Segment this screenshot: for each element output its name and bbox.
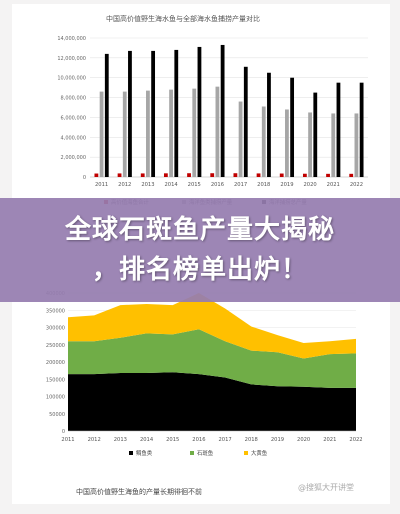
area-鲷鱼类 bbox=[68, 372, 356, 431]
headline-line-2: ，排名榜单出炉！ bbox=[91, 255, 308, 285]
bar-高价值海鱼合计-2015 bbox=[187, 173, 191, 177]
x-tick-label: 2016 bbox=[192, 437, 205, 443]
bar-高价值海鱼合计-2016 bbox=[210, 173, 215, 177]
bar-海洋鱼类捕捞产量-2011 bbox=[99, 91, 104, 177]
y-tick-label: 10,000,000 bbox=[57, 76, 86, 82]
bar-海洋捕捞总产量-2019 bbox=[290, 77, 295, 177]
bar-海洋鱼类捕捞产量-2013 bbox=[146, 90, 150, 177]
bar-海洋捕捞总产量-2014 bbox=[174, 49, 179, 177]
x-tick-label: 2011 bbox=[95, 182, 108, 188]
bar-海洋鱼类捕捞产量-2016 bbox=[215, 86, 220, 177]
x-tick-label: 2020 bbox=[297, 437, 310, 443]
bar-海洋捕捞总产量-2016 bbox=[220, 44, 225, 178]
bar-海洋鱼类捕捞产量-2014 bbox=[169, 89, 173, 177]
y-tick-label: 0 bbox=[83, 175, 86, 181]
bar-chart: 0 2,000,000 4,000,000 6,000,000 8,000,000 10,… bbox=[57, 36, 368, 206]
bar-海洋捕捞总产量-2017 bbox=[243, 66, 248, 177]
y-tick-label: 100000 bbox=[46, 395, 65, 401]
bar-海洋捕捞总产量-2018 bbox=[267, 72, 271, 177]
bar-高价值海鱼合计-2017 bbox=[233, 173, 238, 177]
x-tick-label: 2016 bbox=[211, 182, 224, 188]
bar-chart-title: 中国高价值野生海水鱼与全部海水鱼捕捞产量对比 bbox=[106, 15, 260, 23]
headline-banner: 全球石斑鱼产量大揭秘 ，排名榜单出炉！ bbox=[0, 198, 400, 302]
watermark: @搜狐大开讲堂 bbox=[298, 483, 354, 492]
bar-海洋鱼类捕捞产量-2021 bbox=[331, 113, 336, 177]
bar-海洋鱼类捕捞产量-2020 bbox=[308, 112, 312, 177]
x-tick-label: 2012 bbox=[118, 182, 131, 188]
x-tick-label: 2014 bbox=[140, 437, 154, 443]
bar-海洋捕捞总产量-2021 bbox=[336, 82, 341, 177]
y-tick-label: 150000 bbox=[46, 377, 65, 383]
bar-高价值海鱼合计-2013 bbox=[140, 173, 145, 177]
bar-海洋捕捞总产量-2015 bbox=[197, 46, 202, 177]
bar-海洋捕捞总产量-2012 bbox=[128, 50, 132, 177]
bar-海洋鱼类捕捞产量-2012 bbox=[122, 91, 127, 177]
x-tick-label: 2017 bbox=[234, 182, 247, 188]
x-tick-label: 2013 bbox=[114, 437, 127, 443]
bar-高价值海鱼合计-2019 bbox=[279, 173, 284, 177]
x-tick-label: 2019 bbox=[280, 182, 293, 188]
bar-海洋捕捞总产量-2022 bbox=[359, 82, 364, 177]
y-tick-label: 4,000,000 bbox=[61, 135, 86, 141]
y-tick-label: 14,000,000 bbox=[57, 36, 86, 42]
bar-海洋鱼类捕捞产量-2022 bbox=[354, 113, 359, 177]
x-tick-label: 2017 bbox=[218, 437, 231, 443]
bar-海洋鱼类捕捞产量-2018 bbox=[261, 106, 266, 177]
x-tick-label: 2019 bbox=[271, 437, 284, 443]
x-tick-label: 2012 bbox=[88, 437, 101, 443]
y-tick-label: 300000 bbox=[46, 326, 65, 332]
y-tick-label: 2,000,000 bbox=[61, 155, 86, 161]
y-tick-label: 200000 bbox=[46, 360, 65, 366]
x-tick-label: 2013 bbox=[141, 182, 154, 188]
legend-label: 石斑鱼 bbox=[197, 449, 214, 457]
y-tick-label: 12,000,000 bbox=[57, 56, 86, 62]
bar-高价值海鱼合计-2018 bbox=[256, 173, 261, 177]
bar-高价值海鱼合计-2014 bbox=[163, 173, 168, 177]
legend-label: 大黄鱼 bbox=[251, 449, 268, 457]
bar-高价值海鱼合计-2012 bbox=[117, 173, 122, 177]
bar-海洋捕捞总产量-2011 bbox=[104, 53, 109, 178]
legend-swatch bbox=[190, 451, 194, 455]
bar-高价值海鱼合计-2021 bbox=[326, 173, 330, 177]
area-石斑鱼 bbox=[68, 329, 356, 388]
y-tick-label: 8,000,000 bbox=[61, 96, 86, 102]
y-tick-label: 6,000,000 bbox=[61, 115, 86, 121]
area-chart-caption: 中国高价值野生海鱼的产量长期徘徊不前 bbox=[76, 488, 202, 496]
bar-高价值海鱼合计-2020 bbox=[302, 173, 307, 177]
x-tick-label: 2021 bbox=[323, 437, 336, 443]
legend-swatch bbox=[129, 451, 133, 455]
y-tick-label: 250000 bbox=[46, 343, 65, 349]
bar-高价值海鱼合计-2011 bbox=[94, 173, 99, 177]
bar-海洋捕捞总产量-2020 bbox=[313, 92, 318, 177]
area-大黄鱼 bbox=[68, 293, 356, 359]
legend-swatch bbox=[244, 451, 248, 455]
y-tick-label: 350000 bbox=[46, 308, 65, 314]
x-tick-label: 2021 bbox=[327, 182, 340, 188]
x-tick-label: 2018 bbox=[257, 182, 270, 188]
bar-海洋鱼类捕捞产量-2017 bbox=[238, 101, 243, 177]
x-tick-label: 2011 bbox=[61, 437, 74, 443]
x-tick-label: 2018 bbox=[245, 437, 258, 443]
x-tick-label: 2015 bbox=[188, 182, 201, 188]
stacked-area-chart: 0 50000 100000 150000 200000 250000 300000 3500… bbox=[46, 291, 363, 457]
headline-line-1: 全球石斑鱼产量大揭秘 bbox=[64, 215, 335, 245]
x-tick-label: 2015 bbox=[166, 437, 179, 443]
bar-海洋捕捞总产量-2013 bbox=[151, 50, 156, 177]
x-tick-label: 2014 bbox=[164, 182, 178, 188]
bar-海洋鱼类捕捞产量-2019 bbox=[285, 109, 289, 177]
x-tick-label: 2022 bbox=[350, 182, 363, 188]
y-tick-label: 50000 bbox=[49, 412, 65, 418]
y-tick-label: 0 bbox=[62, 429, 65, 435]
bar-海洋鱼类捕捞产量-2015 bbox=[192, 88, 197, 177]
x-tick-label: 2022 bbox=[349, 437, 362, 443]
x-tick-label: 2020 bbox=[303, 182, 316, 188]
bar-高价值海鱼合计-2022 bbox=[349, 173, 354, 177]
legend-label: 鲷鱼类 bbox=[136, 449, 153, 457]
